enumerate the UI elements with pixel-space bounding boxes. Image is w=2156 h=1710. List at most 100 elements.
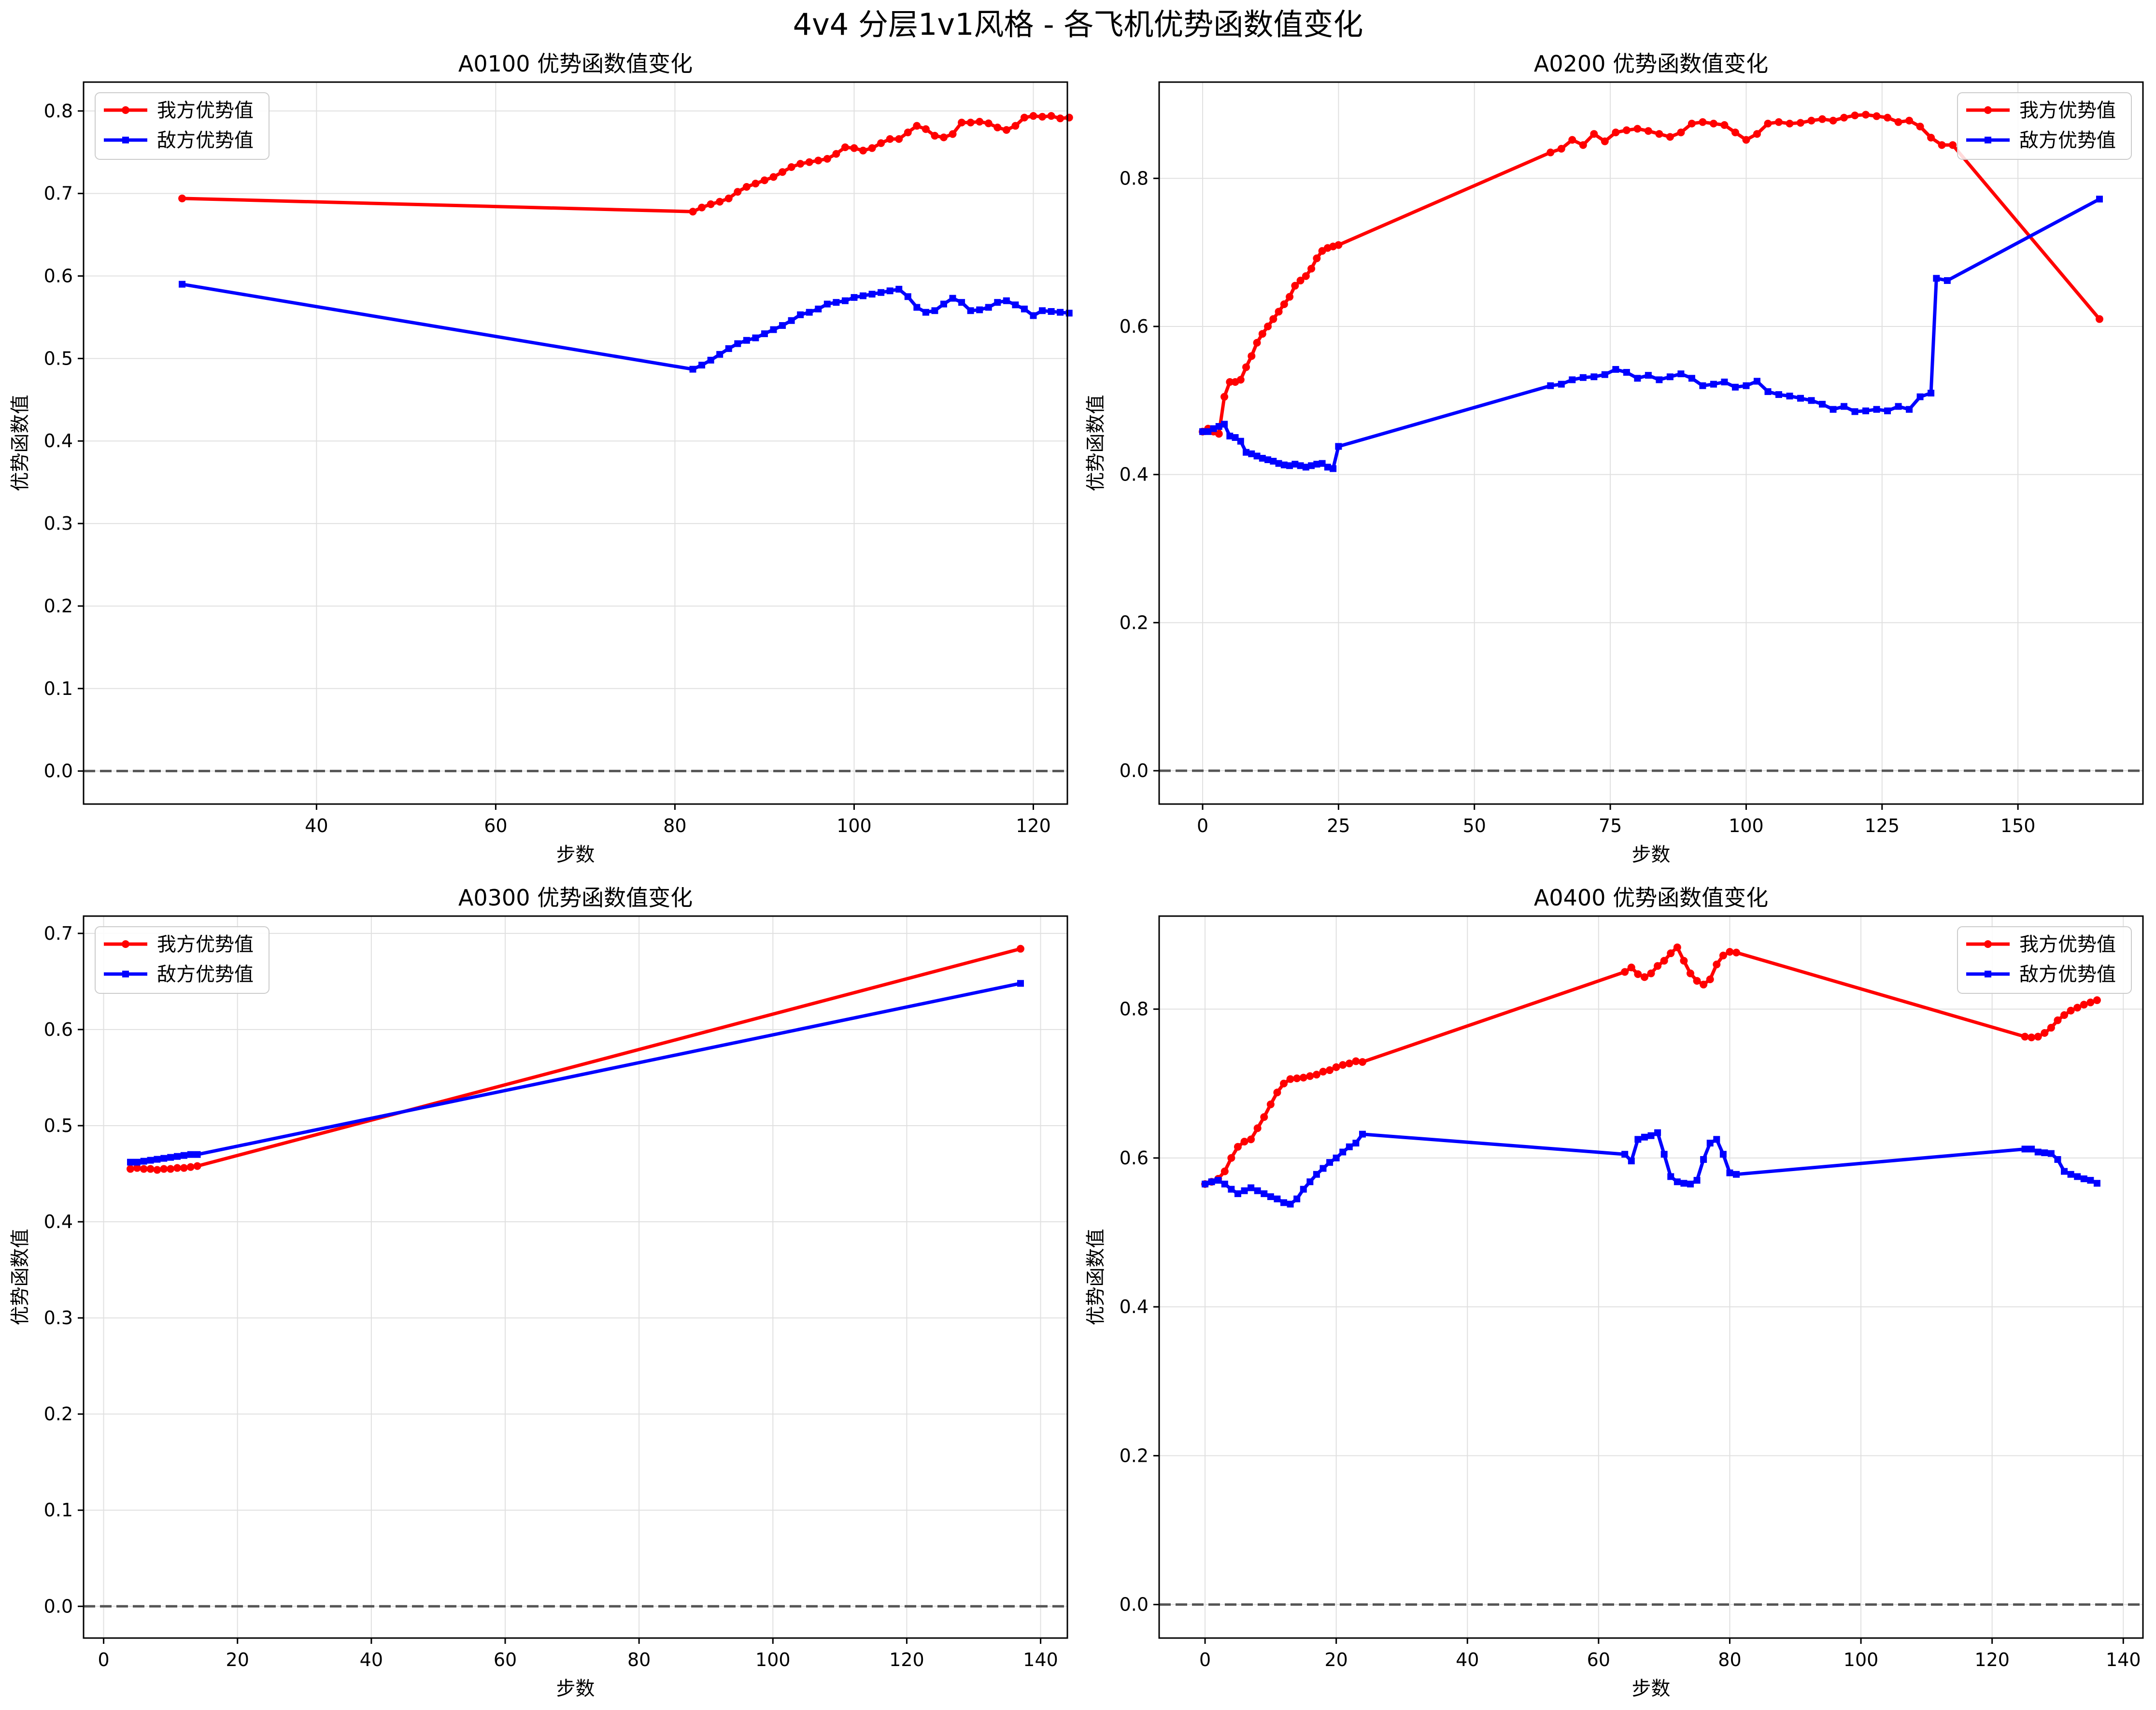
subplot-3-ylabel: 优势函数值 <box>9 1229 31 1326</box>
subplot-4-series-1-point <box>2047 1024 2055 1032</box>
subplot-4-series-2-point <box>1641 1133 1648 1141</box>
subplot-2-series-2-point <box>1221 421 1228 428</box>
subplot-2-series-1-point <box>1851 112 1859 119</box>
subplot-3-series-1-point <box>160 1165 168 1173</box>
subplot-2-series-2-point <box>1286 462 1293 469</box>
subplot-1-series-2-point <box>707 356 714 364</box>
subplot-1-series-1-point <box>993 123 1002 131</box>
subplot-1-series-1-point <box>1002 126 1010 134</box>
subplot-1-series-2-point <box>976 306 983 313</box>
subplot-4-series-1-point <box>1299 1074 1307 1082</box>
subplot-4-series-1-point <box>1260 1113 1268 1121</box>
subplot-4-series-2-point <box>2021 1145 2028 1153</box>
subplot-1-series-2-point <box>823 300 831 308</box>
subplot-2-series-1-point <box>1884 113 1892 122</box>
subplot-2-series-1-point <box>1774 118 1783 126</box>
subplot-4-series-2-point <box>1680 1180 1688 1187</box>
subplot-3-xtick-label: 140 <box>1023 1649 1058 1670</box>
subplot-4-series-2-point <box>1280 1199 1288 1206</box>
subplot-2-series-1-point <box>1264 323 1272 330</box>
subplot-2-series-1-point <box>1633 125 1642 133</box>
subplot-4-series-2-point <box>2074 1173 2081 1180</box>
subplot-4-series-2-point <box>1667 1173 1674 1180</box>
subplot-1-series-1-point <box>178 194 186 202</box>
subplot-1-series-1-point <box>1056 114 1064 123</box>
subplot-3-series-1-point <box>180 1164 188 1172</box>
subplot-4-series-1-point <box>1332 1063 1340 1071</box>
subplot-1-series-2-point <box>770 326 777 333</box>
subplot-3-series-1-point <box>146 1165 155 1173</box>
subplot-1-series-1-point <box>877 139 885 147</box>
subplot-3-series-2-point <box>194 1151 201 1158</box>
subplot-2-series-2-point <box>1205 428 1212 435</box>
subplot-4-legend-label: 敌方优势值 <box>2019 963 2116 986</box>
subplot-1-series-2-point <box>797 311 804 318</box>
subplot-2-series-2-point <box>1743 382 1750 389</box>
subplot-1-series-2-point <box>931 307 938 314</box>
subplot-4-xtick-label: 140 <box>2106 1649 2141 1670</box>
subplot-1-ytick-label: 0.3 <box>44 513 73 534</box>
subplot-2-series-2-point <box>1645 372 1652 379</box>
subplot-4-series-2-point <box>1248 1184 1255 1191</box>
subplot-4-series-1-point <box>1680 957 1688 965</box>
subplot-4-series-2-point <box>1313 1171 1320 1178</box>
subplot-3-series-1-point <box>186 1163 195 1171</box>
subplot-3-xtick-label: 100 <box>755 1649 791 1670</box>
subplot-2-series-2-line <box>1203 198 2100 470</box>
subplot-1-series-2-point <box>949 295 956 302</box>
subplot-3-xtick-label: 80 <box>627 1649 651 1670</box>
subplot-1-series-2-point <box>1012 301 1019 309</box>
subplot-1: 40 60 80 100 120 0.0 0.1 0.2 0.3 0.4 0.5 0.6 0.7 0.8 A… <box>9 51 1073 866</box>
subplot-2-series-1-point <box>1807 116 1816 125</box>
subplot-4-xtick-label: 0 <box>1199 1649 1211 1670</box>
subplot-3-ytick-label: 0.7 <box>44 923 73 944</box>
subplot-1-series-1-point <box>734 188 742 196</box>
subplot-1-axes-frame <box>83 81 1068 805</box>
subplot-2-series-1-point <box>1818 115 1827 123</box>
subplot-2-series-1-point <box>1688 119 1696 127</box>
subplot-2-series-1-point <box>1275 308 1283 316</box>
subplot-1-series-2-point <box>851 294 858 301</box>
subplot-4-series-2-point <box>1647 1132 1655 1139</box>
subplot-2-series-2-point <box>1264 456 1272 463</box>
subplot-2-series-1-point <box>1666 133 1674 141</box>
subplot-1-ylabel: 优势函数值 <box>9 395 31 492</box>
subplot-4-series-1-point <box>2034 1032 2042 1041</box>
subplot-4-series-1-point <box>1234 1143 1242 1151</box>
subplot-2-series-2-point <box>1579 374 1587 381</box>
subplot-2-series-1-point <box>2095 315 2103 323</box>
subplot-2-series-1-point <box>1557 145 1565 153</box>
subplot-1-xtick-label: 60 <box>484 815 507 836</box>
subplot-2-series-1-point <box>1949 141 1957 149</box>
subplot-2-series-1-point <box>1655 130 1663 138</box>
subplot-1-series-2-point <box>1021 305 1028 312</box>
subplot-4-series-1-point <box>1352 1057 1360 1065</box>
subplot-2-series-1-point <box>1796 119 1804 127</box>
subplot-2-series-2-point <box>1297 462 1304 469</box>
subplot-1-series-2-point <box>689 366 696 373</box>
subplot-4-xtick-label: 120 <box>1974 1649 2010 1670</box>
subplot-3-xlabel: 步数 <box>556 1678 595 1700</box>
subplot-4-series-1-point <box>1700 980 1708 989</box>
subplot-2-title: A0200 优势函数值变化 <box>1534 51 1768 77</box>
subplot-1-series-2-point <box>779 322 786 329</box>
subplot-4-series-1-point <box>2080 1001 2088 1009</box>
subplot-4-series-1-point <box>1647 969 1655 977</box>
subplot-1-series-1-point <box>958 118 966 127</box>
subplot-1-series-2-point <box>698 362 706 369</box>
subplot-1-ytick-label: 0.2 <box>44 595 73 617</box>
subplot-2-series-2-point <box>1232 434 1239 441</box>
subplot-1-series-1-point <box>805 158 813 166</box>
subplot-3-xtick-label: 20 <box>226 1649 249 1670</box>
subplot-4-series-2-point <box>1274 1195 1281 1202</box>
subplot-2-series-2-point <box>1612 366 1619 373</box>
subplot-1-ytick-label: 0.1 <box>44 678 73 699</box>
subplot-2-series-2-point <box>1895 403 1902 410</box>
subplot-1-series-1-point <box>796 160 805 168</box>
subplot-1-series-1-point <box>904 128 912 137</box>
subplot-4-ylabel: 优势函数值 <box>1085 1229 1107 1326</box>
subplot-2-ytick-label: 0.6 <box>1120 316 1149 337</box>
subplot-4-series-2-point <box>2034 1148 2042 1156</box>
subplot-4-series-1-point <box>1621 968 1629 976</box>
subplot-4-series-2-point <box>1339 1148 1347 1156</box>
